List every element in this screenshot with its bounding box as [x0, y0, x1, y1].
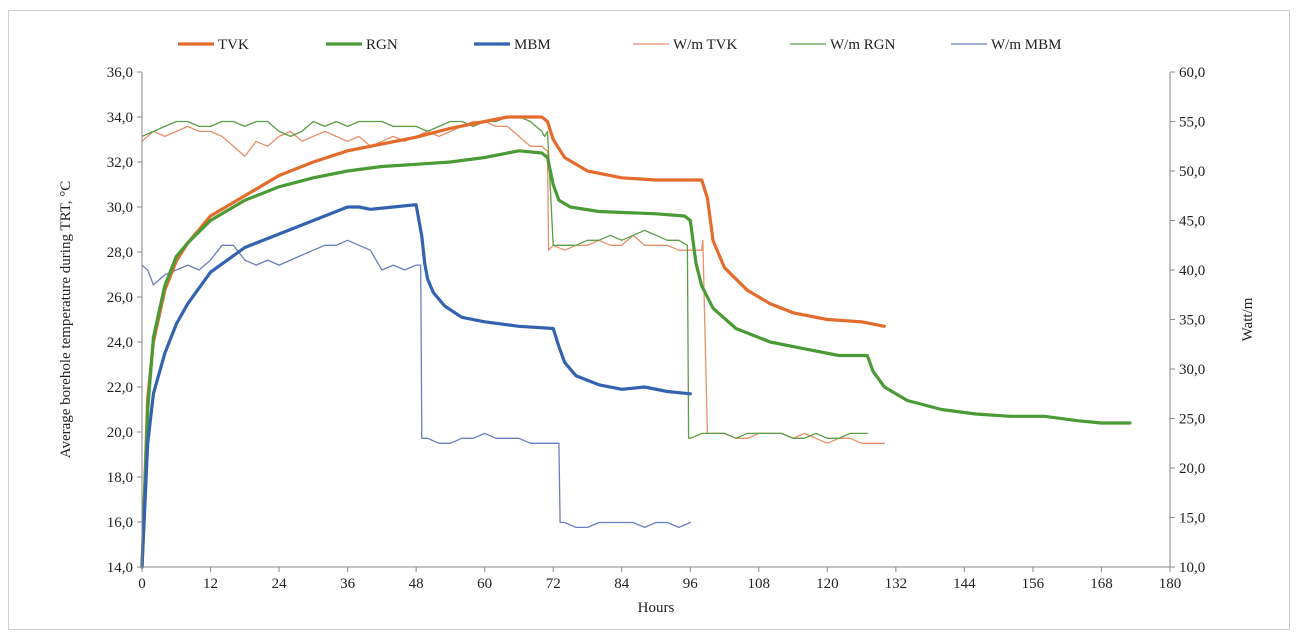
legend-label: TVK	[218, 37, 249, 53]
legend-label: RGN	[366, 37, 398, 53]
series-line-mbm	[140, 203, 692, 569]
x-tick-label: 36	[340, 576, 356, 592]
y2-axis-title: Watt/m	[1240, 297, 1256, 341]
y2-tick-label: 25,0	[1179, 412, 1205, 428]
chart-frame	[8, 10, 1290, 630]
y-tick-label: 16,0	[107, 515, 133, 531]
legend-label: MBM	[514, 37, 551, 53]
x-tick-label: 24	[272, 576, 288, 592]
x-axis-title: Hours	[638, 600, 675, 616]
y-tick-label: 24,0	[107, 335, 133, 351]
y2-tick-label: 40,0	[1179, 263, 1205, 279]
y2-tick-label: 20,0	[1179, 461, 1205, 477]
y-axis-title: Average borehole temperature during TRT,…	[58, 181, 74, 459]
x-tick-label: 144	[953, 576, 976, 592]
x-tick-label: 0	[138, 576, 146, 592]
x-tick-label: 156	[1022, 576, 1045, 592]
y2-tick-label: 30,0	[1179, 362, 1205, 378]
x-tick-label: 168	[1090, 576, 1113, 592]
ticks: 0 12 24 36 48 60 72 84 96 108 120 132 144 156 168 180 14…	[107, 65, 1206, 592]
x-tick-label: 48	[409, 576, 424, 592]
legend-label: W/m TVK	[673, 37, 737, 53]
series-line-w-m-mbm	[141, 239, 691, 529]
y2-tick-label: 35,0	[1179, 313, 1205, 329]
series-line-rgn	[140, 149, 1132, 569]
y-tick-label: 30,0	[107, 200, 133, 216]
y2-tick-label: 50,0	[1179, 164, 1205, 180]
legend-label: W/m MBM	[991, 37, 1061, 53]
x-tick-label: 72	[546, 576, 561, 592]
legend-label: W/m RGN	[830, 37, 896, 53]
x-tick-label: 12	[203, 576, 218, 592]
y-tick-label: 22,0	[107, 380, 133, 396]
axes	[141, 72, 1171, 568]
y-tick-label: 28,0	[107, 245, 133, 261]
y-tick-label: 32,0	[107, 155, 133, 171]
x-tick-label: 84	[614, 576, 630, 592]
series-line-w-m-rgn	[141, 115, 868, 439]
y2-tick-label: 15,0	[1179, 511, 1205, 527]
y-tick-label: 36,0	[107, 65, 133, 81]
y-tick-label: 14,0	[107, 560, 133, 576]
y-tick-label: 20,0	[107, 425, 133, 441]
y-tick-label: 34,0	[107, 110, 133, 126]
x-tick-label: 108	[748, 576, 771, 592]
series-line-w-m-tvk	[141, 120, 886, 444]
x-tick-label: 180	[1159, 576, 1182, 592]
series-line-tvk	[140, 115, 887, 569]
y2-tick-label: 10,0	[1179, 560, 1205, 576]
y2-tick-label: 45,0	[1179, 214, 1205, 230]
series-layer	[140, 115, 1132, 569]
x-tick-label: 60	[477, 576, 492, 592]
x-tick-label: 120	[816, 576, 839, 592]
y2-tick-label: 55,0	[1179, 115, 1205, 131]
y-tick-label: 26,0	[107, 290, 133, 306]
y2-tick-label: 60,0	[1179, 65, 1205, 81]
y-tick-label: 18,0	[107, 470, 133, 486]
x-tick-label: 132	[885, 576, 908, 592]
x-tick-label: 96	[683, 576, 699, 592]
legend: TVK RGN MBM W/m TVK W/m RGN W/m MBM	[178, 37, 1061, 53]
